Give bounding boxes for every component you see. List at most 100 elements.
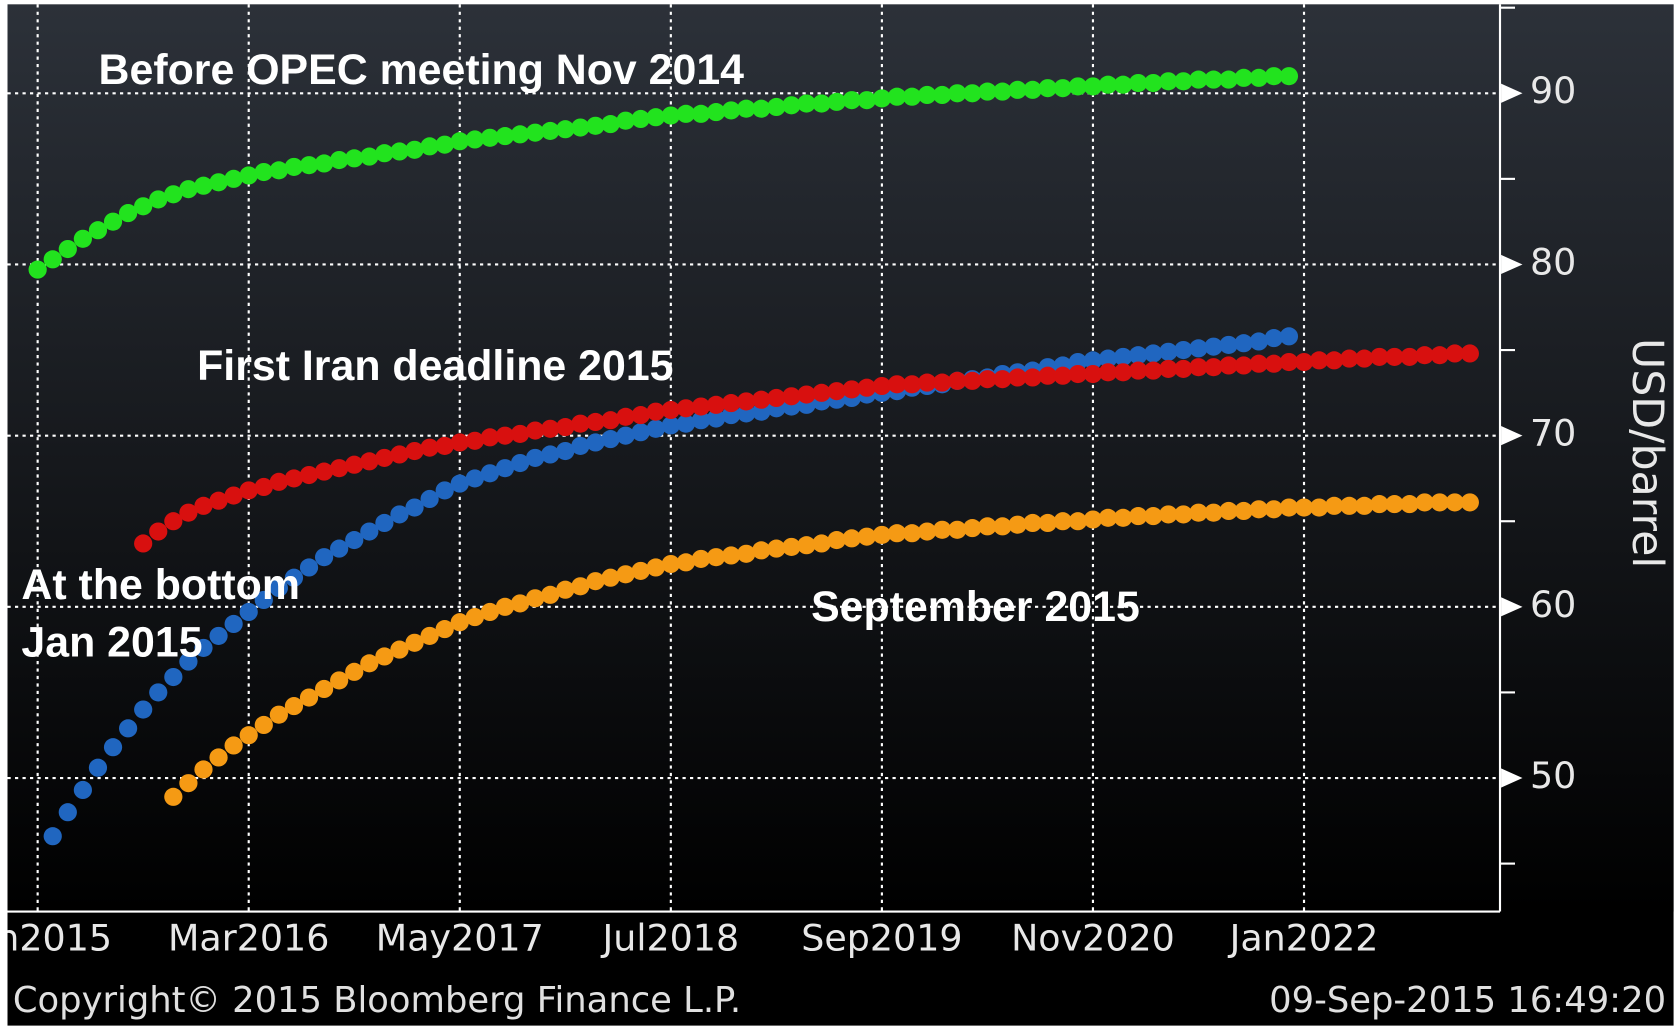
data-dot — [872, 376, 892, 396]
data-dot — [1264, 354, 1283, 373]
data-dot — [118, 719, 138, 738]
data-dot — [209, 748, 228, 767]
data-dot — [134, 534, 153, 553]
data-dot — [631, 423, 650, 442]
data-dot — [314, 462, 334, 481]
data-dot — [1053, 512, 1072, 531]
data-dot — [510, 594, 530, 613]
data-dot — [1189, 70, 1208, 89]
data-dot — [842, 529, 861, 548]
data-dot — [269, 472, 288, 491]
data-dot — [1219, 70, 1238, 89]
data-dot — [1279, 498, 1299, 517]
data-dot — [706, 548, 726, 567]
data-dot — [495, 426, 515, 445]
data-dot — [194, 638, 213, 657]
data-dot — [495, 597, 515, 616]
data-dot — [902, 87, 922, 106]
data-dot — [857, 527, 876, 546]
plot-area — [7, 4, 1500, 912]
data-dot — [1098, 363, 1118, 382]
data-dot — [73, 229, 92, 248]
data-dot — [676, 553, 696, 572]
data-dot — [978, 370, 997, 389]
data-dot — [526, 123, 545, 142]
data-dot — [1415, 493, 1434, 512]
y-tick-label: 90 — [1530, 69, 1576, 112]
data-dot — [737, 544, 756, 563]
y-tick-label: 70 — [1530, 412, 1576, 455]
data-dot — [646, 108, 665, 127]
data-dot — [1445, 344, 1464, 363]
data-dot — [149, 190, 168, 209]
data-dot — [1460, 344, 1479, 363]
data-dot — [722, 546, 741, 565]
data-dot — [1385, 495, 1404, 514]
data-dot — [1098, 349, 1118, 368]
data-dot — [510, 125, 530, 144]
data-dot — [209, 173, 228, 192]
data-dot — [405, 140, 424, 159]
data-dot — [571, 577, 590, 596]
data-dot — [1159, 72, 1178, 91]
data-dot — [1083, 510, 1103, 529]
data-dot — [1309, 498, 1329, 517]
data-dot — [1294, 352, 1314, 372]
data-dot — [1340, 349, 1359, 368]
data-dot — [902, 375, 922, 394]
data-dot — [752, 99, 771, 118]
data-dot — [360, 147, 379, 166]
data-dot — [103, 738, 123, 757]
data-dot — [299, 688, 319, 707]
data-dot — [134, 197, 153, 216]
data-dot — [1400, 347, 1419, 366]
data-dot — [390, 505, 409, 524]
data-dot — [480, 464, 500, 483]
data-dot — [420, 626, 439, 645]
data-dot — [239, 481, 258, 500]
data-dot — [993, 82, 1012, 101]
data-dot — [1385, 347, 1404, 366]
data-dot — [435, 436, 454, 455]
data-dot — [646, 402, 665, 421]
data-dot — [691, 397, 711, 416]
x-tick-label: Sep2019 — [801, 916, 962, 959]
data-dot — [1370, 495, 1389, 514]
data-dot — [1430, 493, 1449, 512]
data-dot — [1068, 364, 1087, 384]
data-dot — [601, 568, 620, 587]
annotations: Before OPEC meeting Nov 2014 At the botto… — [21, 46, 1139, 666]
data-dot — [661, 554, 680, 574]
data-dot — [1023, 513, 1042, 533]
data-dot — [360, 452, 379, 471]
data-dot — [586, 572, 605, 591]
data-dot — [902, 524, 922, 543]
data-dot — [1204, 503, 1223, 522]
data-dot — [1068, 512, 1087, 531]
data-dot — [435, 620, 454, 639]
data-dot — [933, 85, 952, 105]
data-dot — [209, 491, 228, 510]
data-dot — [375, 513, 394, 533]
data-dot — [1159, 505, 1178, 524]
series-dots — [28, 67, 1479, 846]
y-tick-label: 60 — [1530, 583, 1576, 626]
data-dot — [797, 94, 816, 113]
data-dot — [526, 421, 545, 440]
data-dot — [164, 787, 183, 806]
data-dot — [676, 414, 696, 433]
data-dot — [526, 589, 545, 608]
data-dot — [963, 84, 982, 103]
data-dot — [887, 87, 907, 106]
data-dot — [149, 683, 168, 702]
data-dot — [842, 380, 861, 399]
data-dot — [812, 94, 831, 113]
data-dot — [299, 465, 319, 485]
data-dot — [1053, 79, 1072, 98]
data-dot — [450, 613, 469, 632]
data-dot — [450, 132, 469, 151]
series-annotation: Before OPEC meeting Nov 2014 — [99, 46, 745, 94]
data-dot — [179, 503, 198, 522]
